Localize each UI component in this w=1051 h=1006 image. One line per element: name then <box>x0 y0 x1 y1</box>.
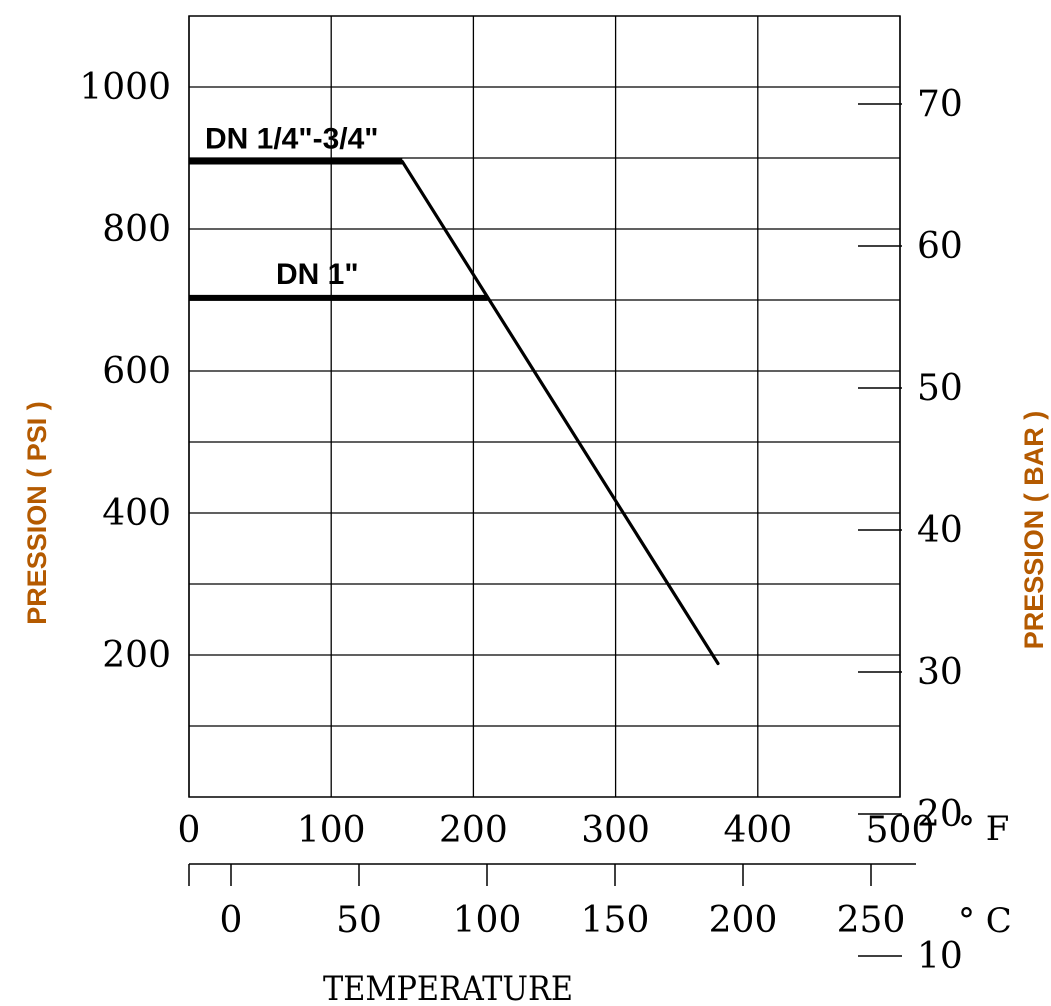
y2-tick-label: 40 <box>917 510 963 551</box>
series-label-dn-1: DN 1" <box>276 258 359 291</box>
bar-axis-ticks <box>858 103 902 957</box>
x2-tick-label: 0 <box>220 900 243 941</box>
x-axis-label: TEMPERATURE <box>323 969 573 1006</box>
celsius-axis <box>188 863 916 886</box>
x2-tick-label: 100 <box>453 900 522 941</box>
x-tick-label: 0 <box>178 810 201 851</box>
x-tick-label: 300 <box>581 810 650 851</box>
y-tick-label: 800 <box>102 209 171 250</box>
y-tick-label: 200 <box>102 635 171 676</box>
plot-frame <box>188 15 901 798</box>
y2-tick-label: 10 <box>917 936 963 977</box>
x2-unit-label: ° C <box>958 901 1012 941</box>
y-axis-label: PRESSION ( PSI ) <box>22 401 52 625</box>
y2-tick-label: 50 <box>917 368 963 409</box>
y-tick-label: 1000 <box>79 67 171 108</box>
series-label-dn-1-4-3-4: DN 1/4"-3/4" <box>205 123 379 156</box>
y-tick-label: 600 <box>102 351 171 392</box>
x2-tick-label: 200 <box>709 900 778 941</box>
y-tick-label: 400 <box>102 493 171 534</box>
x-tick-label: 100 <box>297 810 366 851</box>
y2-tick-label: 30 <box>917 652 963 693</box>
x-tick-label: 200 <box>439 810 508 851</box>
x-tick-label: 400 <box>723 810 792 851</box>
x-tick-label: 500 <box>866 810 935 851</box>
y2-axis-label: PRESSION ( BAR ) <box>1019 411 1049 650</box>
y2-tick-label: 70 <box>917 84 963 125</box>
series-line-dn-1-4-3-4-slope <box>400 159 720 666</box>
x2-tick-label: 50 <box>336 900 382 941</box>
y2-tick-label: 60 <box>917 226 963 267</box>
series <box>189 158 720 666</box>
x2-tick-label: 250 <box>837 900 906 941</box>
x-unit-label: ° F <box>958 809 1009 849</box>
y2-tick-label: 20 <box>917 794 963 835</box>
x2-tick-label: 150 <box>581 900 650 941</box>
